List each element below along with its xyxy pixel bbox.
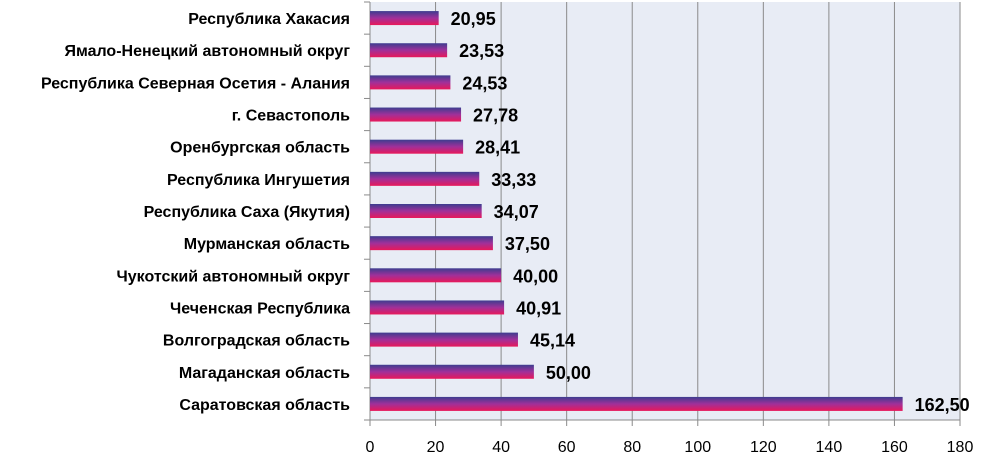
value-label: 40,91: [516, 298, 561, 318]
labels: Республика Хакасия 20,95 Ямало-Ненецкий ав…: [41, 9, 970, 415]
category-label: Волгоградская область: [163, 333, 350, 350]
value-label: 27,78: [473, 106, 518, 126]
x-tick-label: 140: [816, 439, 843, 456]
category-label: Мурманская область: [184, 236, 350, 253]
x-tick-label: 80: [623, 439, 641, 456]
value-label: 50,00: [546, 363, 591, 383]
value-label: 24,53: [462, 73, 507, 93]
value-label: 162,50: [915, 395, 970, 415]
bar: [370, 171, 480, 186]
category-label: Саратовская область: [179, 397, 350, 414]
x-tick-label: 0: [366, 439, 375, 456]
bars: [370, 11, 903, 411]
category-label: Магаданская область: [179, 365, 350, 382]
bar: [370, 204, 482, 218]
category-label: Республика Саха (Якутия): [144, 204, 350, 221]
x-tick-label: 100: [684, 439, 711, 456]
x-tick-label: 120: [750, 439, 777, 456]
category-label: Республика Хакасия: [188, 11, 350, 28]
bar: [370, 236, 493, 251]
category-label: Республика Северная Осетия - Алания: [41, 75, 350, 92]
bar: [370, 107, 462, 122]
value-label: 34,07: [494, 202, 539, 222]
x-tick-label: 20: [427, 439, 445, 456]
value-label: 28,41: [475, 138, 520, 158]
bar: [370, 268, 502, 283]
bar: [370, 364, 534, 379]
x-tick-label: 160: [881, 439, 908, 456]
bar: [370, 11, 439, 26]
bar: [370, 300, 505, 315]
category-label: Чеченская Республика: [170, 300, 350, 317]
category-label: Оренбургская область: [170, 140, 350, 157]
category-label: Чукотский автономный округ: [117, 268, 351, 285]
x-tick-label: 40: [492, 439, 510, 456]
bar: [370, 75, 451, 90]
value-label: 37,50: [505, 234, 550, 254]
bar: [370, 332, 518, 347]
bar: [370, 43, 448, 58]
bar: [370, 139, 464, 154]
value-label: 45,14: [530, 331, 575, 351]
category-label: Ямало-Ненецкий автономный округ: [64, 43, 350, 60]
x-tick-label: 60: [558, 439, 576, 456]
value-label: 33,33: [491, 170, 536, 190]
gridlines: [435, 2, 961, 420]
bar: [370, 396, 903, 411]
x-tick-label: 180: [947, 439, 974, 456]
category-label: Республика Ингушетия: [167, 172, 350, 189]
value-label: 23,53: [459, 41, 504, 61]
value-label: 20,95: [451, 9, 496, 29]
category-label: г. Севастополь: [232, 108, 350, 125]
value-label: 40,00: [513, 266, 558, 286]
